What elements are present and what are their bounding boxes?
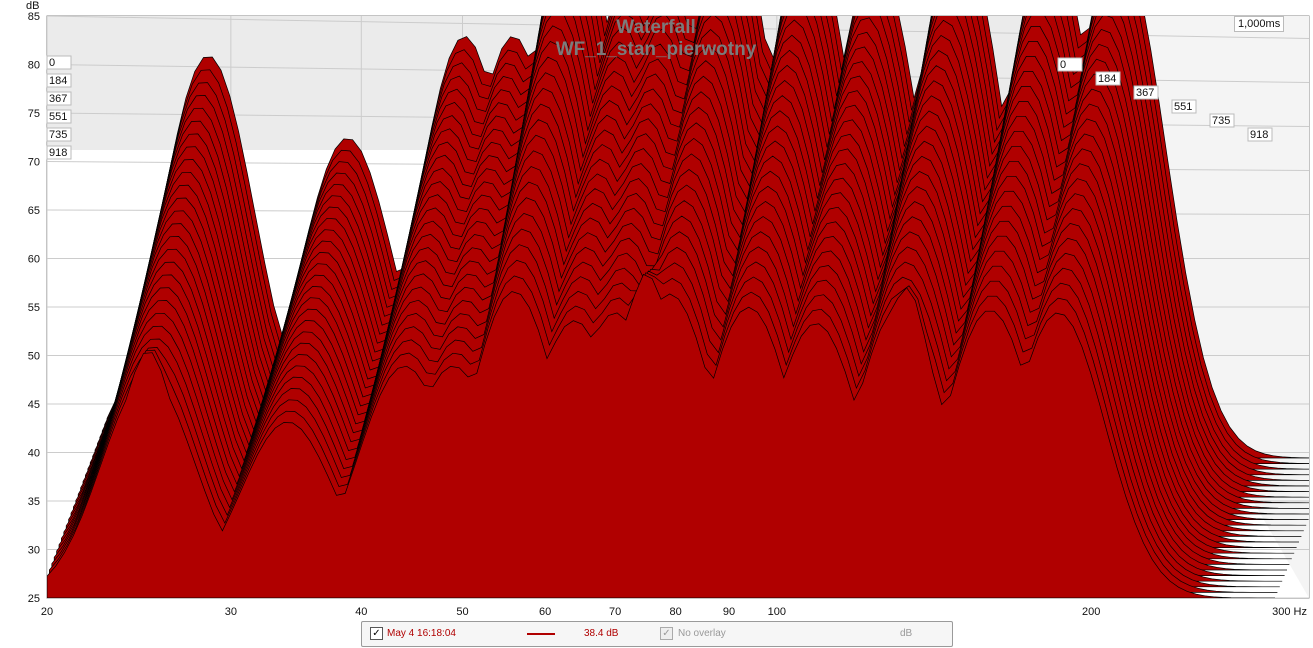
chart-title: Waterfall	[616, 17, 696, 38]
y-tick-label: 65	[28, 205, 40, 217]
y-axis-label: dB	[26, 0, 39, 12]
waterfall-slice	[47, 273, 1275, 598]
y-tick-label: 85	[28, 11, 40, 23]
time-slice-box-left	[46, 91, 72, 106]
legend-entry-label: May 4 16:18:04	[387, 628, 456, 639]
time-slice-label-right: 0	[1060, 59, 1066, 71]
time-slice-label-left: 0	[49, 57, 55, 69]
time-slice-label-left: 184	[49, 75, 67, 87]
time-slice-label-right: 918	[1250, 129, 1268, 141]
legend-entry-checkbox[interactable]: ✓	[370, 627, 383, 640]
y-tick-label: 55	[28, 302, 40, 314]
time-slice-box-right	[1057, 57, 1083, 72]
x-tick-label: 20	[41, 606, 53, 618]
x-tick-label: 50	[456, 606, 468, 618]
time-slice-label-right: 735	[1212, 115, 1230, 127]
time-slice-box-right	[1095, 71, 1121, 86]
y-tick-label: 30	[28, 545, 40, 557]
time-slice-box-left	[46, 73, 72, 88]
time-slice-label-right: 367	[1136, 87, 1154, 99]
x-tick-label: 60	[539, 606, 551, 618]
x-tick-label: 100	[768, 606, 786, 618]
overlay-checkbox[interactable]: ✓	[660, 627, 673, 640]
time-slice-label-right: 184	[1098, 73, 1116, 85]
overlay-unit: dB	[900, 628, 913, 639]
time-slice-box-left	[46, 109, 72, 124]
time-slice-label-right: 551	[1174, 101, 1192, 113]
overlay-label: No overlay	[678, 628, 726, 639]
y-tick-label: 75	[28, 108, 40, 120]
x-tick-label: 90	[723, 606, 735, 618]
legend-swatch	[527, 633, 555, 635]
time-slice-box-left	[46, 145, 72, 160]
x-end-label: 300 Hz	[1272, 606, 1307, 618]
time-slice-box-right	[1171, 99, 1197, 114]
time-slice-box-right	[1247, 127, 1273, 142]
y-tick-label: 35	[28, 496, 40, 508]
y-tick-label: 70	[28, 157, 40, 169]
x-tick-label: 70	[609, 606, 621, 618]
y-tick-label: 80	[28, 60, 40, 72]
y-tick-label: 50	[28, 351, 40, 363]
time-window-label: 1,000ms	[1234, 16, 1285, 32]
legend-entry-value: 38.4 dB	[584, 628, 619, 639]
x-tick-label: 30	[225, 606, 237, 618]
time-slice-label-left: 551	[49, 111, 67, 123]
x-tick-label: 200	[1082, 606, 1100, 618]
y-tick-label: 45	[28, 399, 40, 411]
time-slice-box-left	[46, 55, 72, 70]
x-tick-label: 80	[670, 606, 682, 618]
time-slice-box-right	[1209, 113, 1235, 128]
time-slice-label-left: 735	[49, 129, 67, 141]
time-slice-box-left	[46, 127, 72, 142]
x-tick-label: 40	[355, 606, 367, 618]
y-tick-label: 60	[28, 254, 40, 266]
legend-bar: ✓ May 4 16:18:04 38.4 dB ✓ No overlay dB	[361, 621, 953, 647]
y-tick-label: 40	[28, 448, 40, 460]
time-slice-label-left: 918	[49, 147, 67, 159]
y-tick-label: 25	[28, 593, 40, 605]
chart-subtitle: WF_1_stan_pierwotny	[556, 39, 757, 60]
time-slice-label-left: 367	[49, 93, 67, 105]
time-slice-box-right	[1133, 85, 1159, 100]
